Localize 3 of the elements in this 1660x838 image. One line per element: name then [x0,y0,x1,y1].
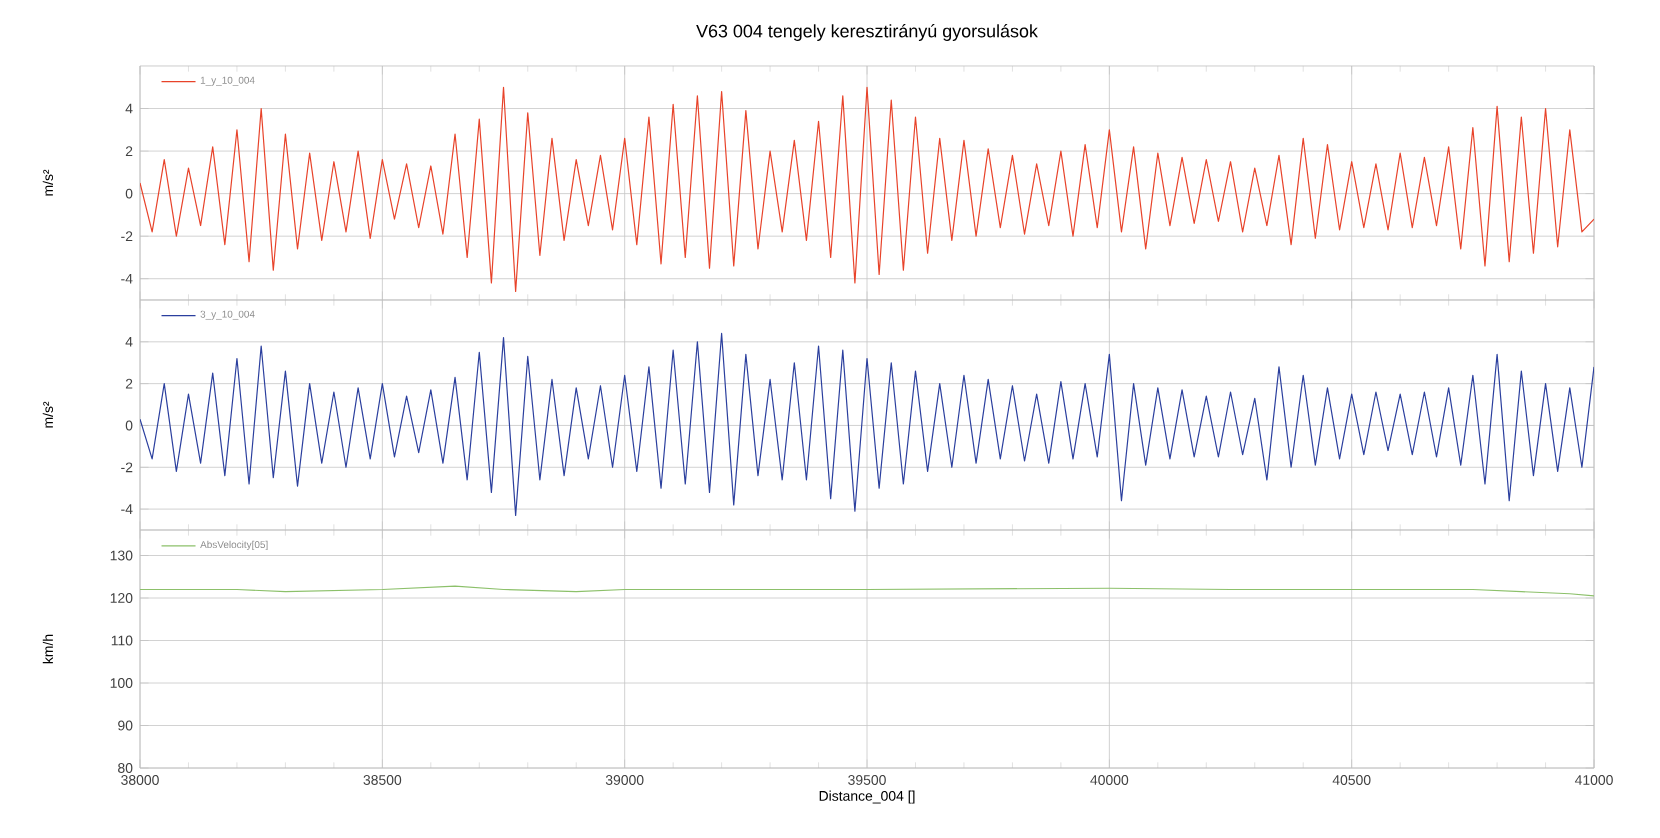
line-series [140,332,1595,516]
line-series [140,86,1595,293]
chart-title: V63 004 tengely keresztirányú gyorsulások [696,24,1038,41]
